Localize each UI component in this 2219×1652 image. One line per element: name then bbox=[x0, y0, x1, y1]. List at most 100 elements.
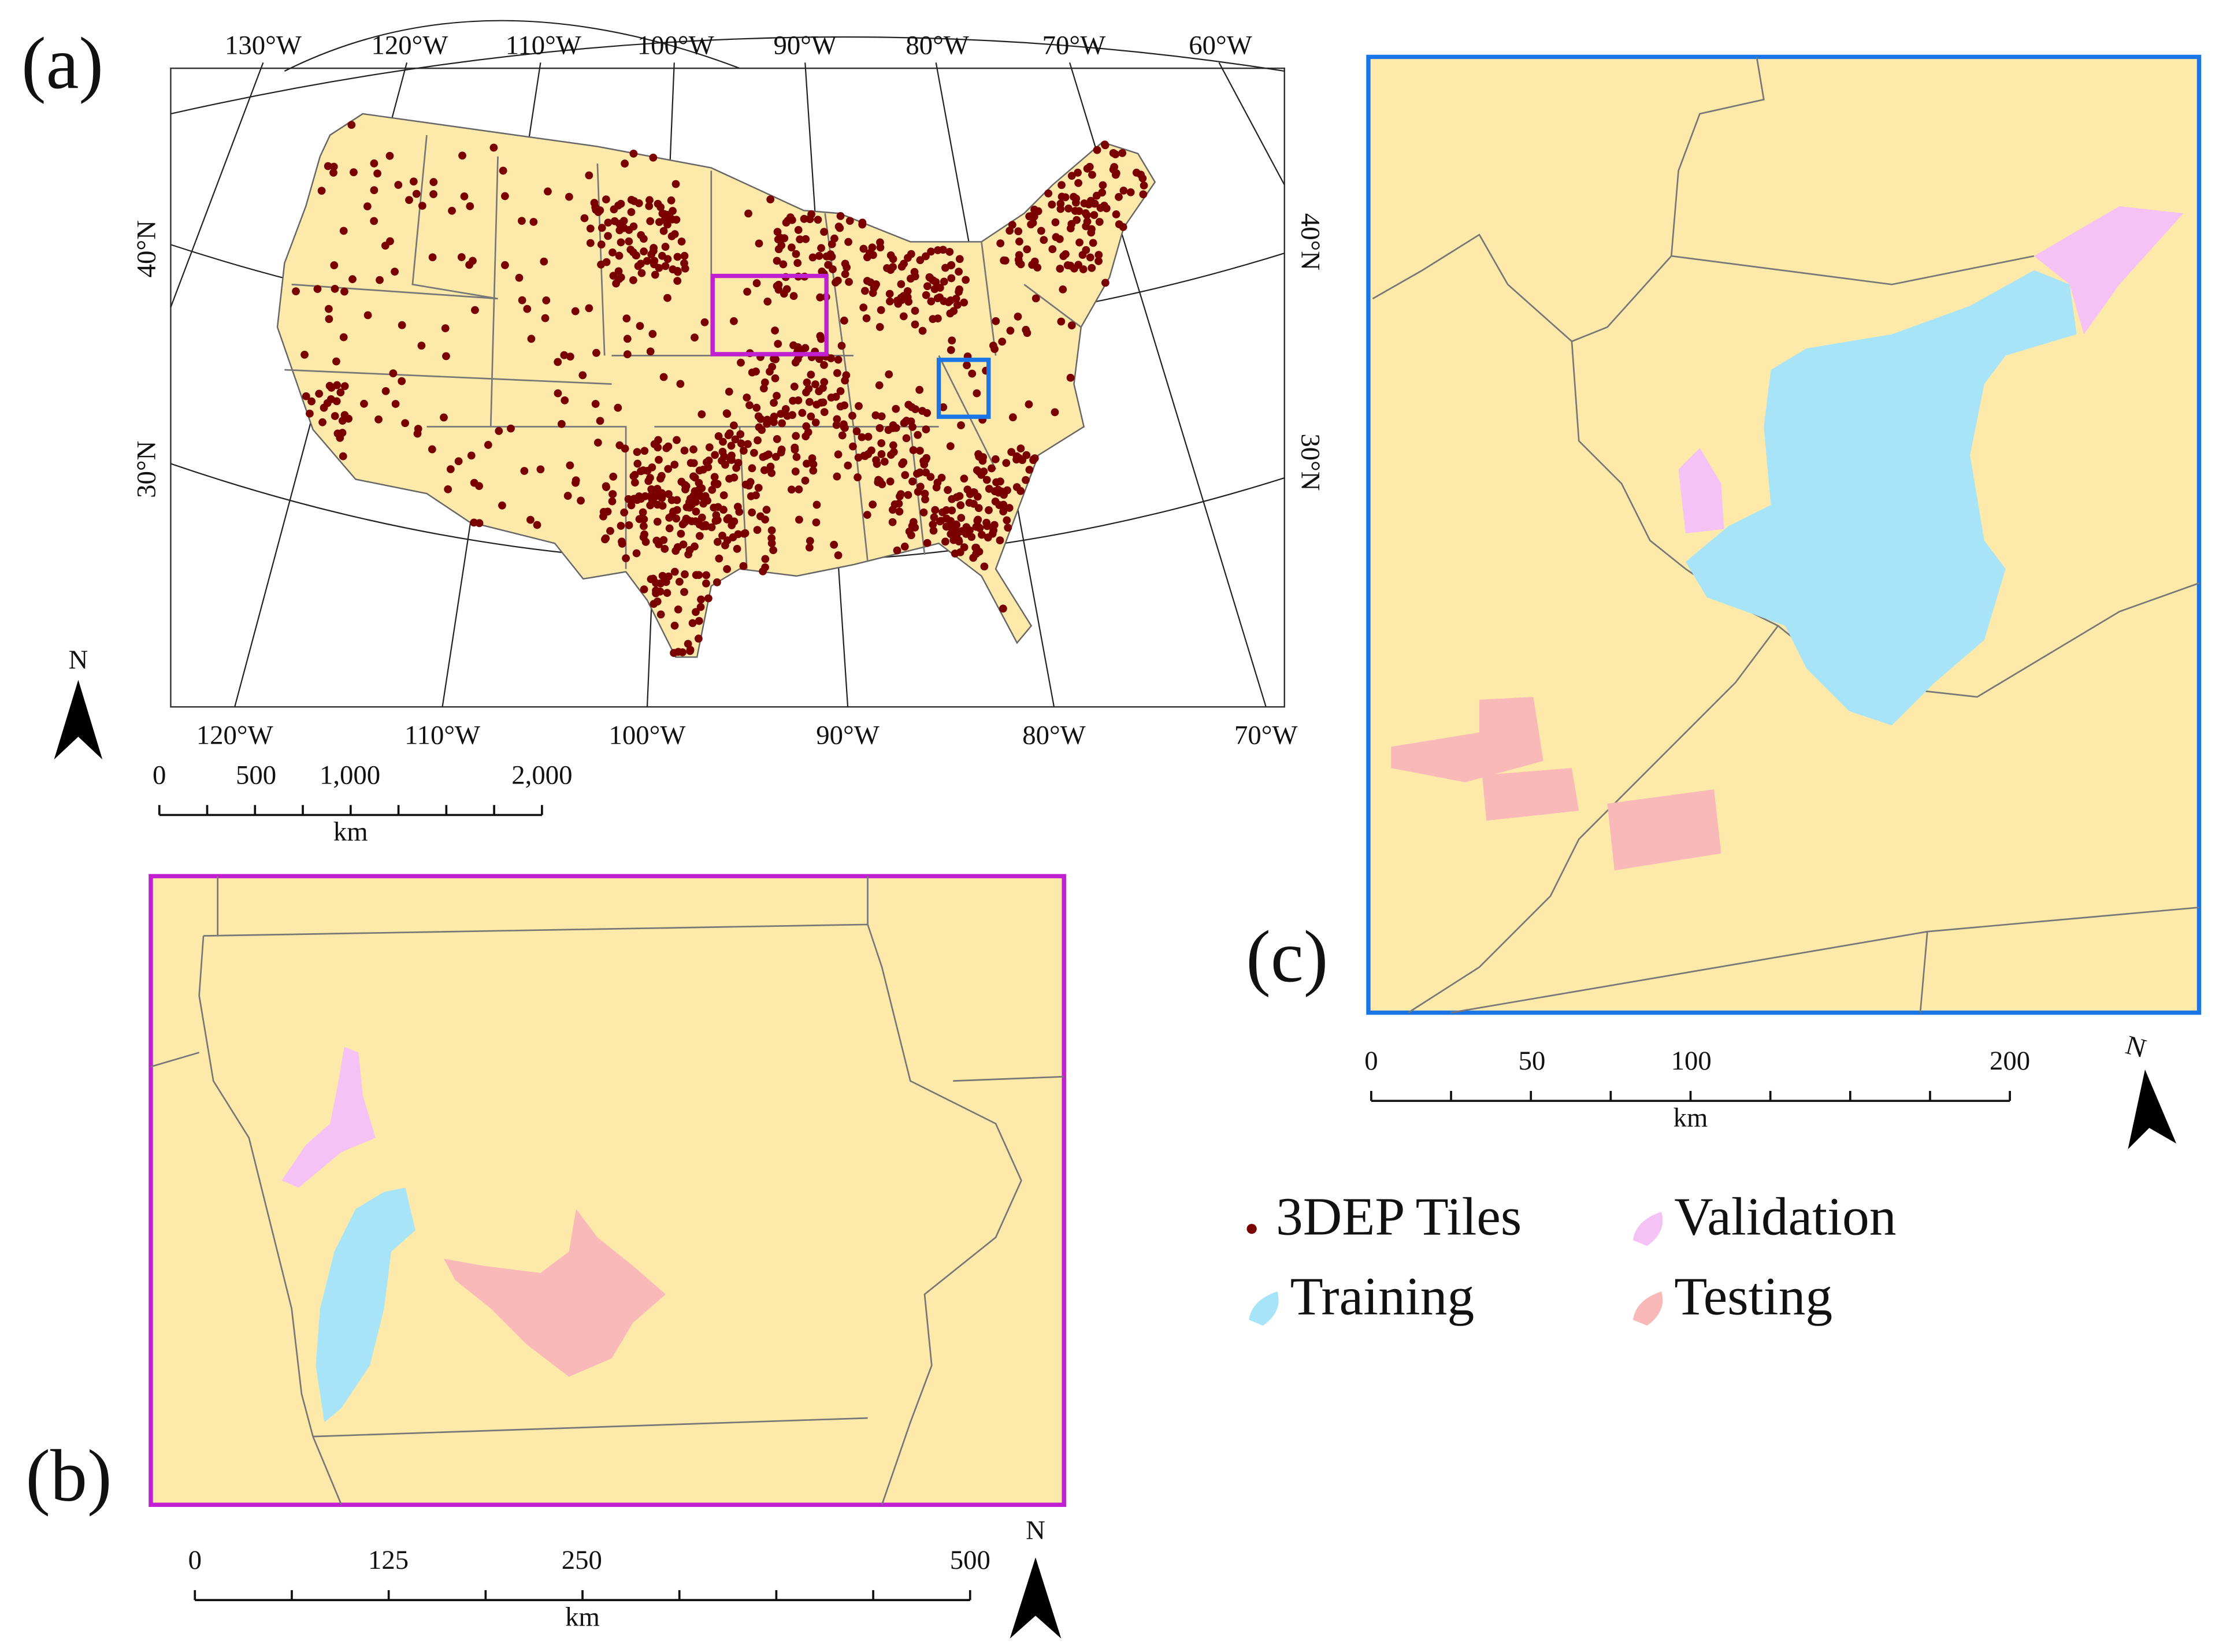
tile-point bbox=[991, 455, 1000, 463]
tile-point bbox=[329, 168, 337, 177]
tile-point bbox=[347, 121, 356, 129]
tile-point bbox=[1002, 459, 1011, 467]
tile-point bbox=[897, 280, 906, 288]
tile-point bbox=[855, 402, 863, 410]
tile-point bbox=[1101, 279, 1110, 287]
tile-point bbox=[1094, 257, 1103, 265]
tile-point bbox=[1115, 220, 1123, 229]
tile-point bbox=[945, 522, 953, 531]
tile-point bbox=[467, 451, 476, 460]
tile-point bbox=[790, 383, 799, 391]
tile-point bbox=[1008, 413, 1017, 422]
tile-point bbox=[577, 496, 585, 505]
tile-point bbox=[674, 648, 682, 656]
north-arrow bbox=[2128, 1070, 2177, 1149]
tile-point bbox=[873, 460, 881, 468]
tile-point bbox=[654, 436, 662, 444]
tile-point bbox=[988, 464, 996, 473]
tile-point bbox=[649, 153, 658, 162]
longitude-label: 80°W bbox=[1022, 720, 1086, 750]
tile-point bbox=[604, 232, 612, 240]
tile-point bbox=[1109, 149, 1118, 157]
lon-line bbox=[170, 62, 264, 308]
tile-point bbox=[1138, 174, 1147, 183]
tile-point bbox=[691, 473, 699, 482]
tile-point bbox=[457, 253, 466, 261]
tile-point bbox=[699, 522, 707, 530]
tile-point bbox=[841, 270, 849, 279]
tile-point bbox=[686, 647, 695, 655]
tile-point bbox=[300, 350, 309, 359]
tile-point bbox=[670, 567, 679, 576]
tile-point bbox=[806, 537, 814, 545]
tile-point bbox=[745, 401, 754, 410]
tile-point bbox=[663, 294, 671, 302]
tile-point bbox=[608, 490, 617, 499]
tile-point bbox=[869, 500, 877, 508]
tile-point bbox=[1061, 193, 1070, 202]
tile-point bbox=[541, 314, 550, 322]
tile-point bbox=[338, 417, 347, 425]
tile-point bbox=[665, 490, 673, 499]
tile-point bbox=[754, 436, 762, 444]
tile-point bbox=[999, 507, 1008, 516]
tile-point bbox=[766, 195, 775, 203]
tile-point bbox=[774, 340, 782, 348]
longitude-label: 110°W bbox=[506, 31, 582, 61]
tile-point bbox=[804, 428, 812, 436]
tile-point bbox=[641, 492, 650, 500]
tile-point bbox=[471, 306, 479, 314]
tile-point bbox=[761, 555, 770, 563]
tile-point bbox=[807, 370, 815, 379]
tile-point bbox=[641, 537, 650, 546]
tile-point bbox=[653, 597, 662, 606]
tile-point bbox=[500, 261, 509, 269]
tile-point bbox=[792, 250, 800, 258]
tile-point bbox=[755, 239, 763, 248]
tile-point bbox=[982, 476, 991, 484]
tile-point bbox=[719, 491, 728, 499]
tile-point bbox=[566, 352, 574, 361]
tile-point bbox=[663, 255, 672, 263]
tile-point bbox=[723, 565, 732, 573]
tile-point bbox=[444, 485, 452, 493]
tile-point bbox=[676, 577, 684, 586]
tile-point bbox=[771, 452, 780, 461]
tile-point bbox=[815, 355, 823, 363]
tile-point bbox=[1089, 239, 1097, 247]
tile-point bbox=[960, 474, 969, 483]
north-label: N bbox=[1026, 1515, 1045, 1545]
tile-point bbox=[997, 487, 1006, 496]
tile-point bbox=[748, 464, 756, 473]
tile-point bbox=[1100, 140, 1109, 149]
tile-point bbox=[557, 420, 566, 428]
tile-point bbox=[903, 287, 912, 295]
tile-point bbox=[710, 480, 719, 488]
tile-point bbox=[892, 424, 900, 432]
tile-point bbox=[948, 336, 956, 345]
tile-point bbox=[836, 212, 845, 220]
tile-point bbox=[626, 246, 635, 254]
tile-point bbox=[756, 415, 765, 424]
tile-point bbox=[936, 517, 944, 526]
lat-line bbox=[170, 36, 1285, 114]
tile-point bbox=[695, 485, 703, 494]
tile-point bbox=[1056, 265, 1064, 273]
tile-point bbox=[617, 238, 625, 247]
tile-point bbox=[609, 472, 618, 481]
north-arrow bbox=[54, 680, 103, 760]
tile-point bbox=[633, 459, 642, 468]
tile-point bbox=[918, 407, 926, 415]
tile-point bbox=[1111, 170, 1120, 179]
tile-point bbox=[887, 451, 895, 459]
scale-label: 50 bbox=[1519, 1046, 1546, 1076]
tile-point bbox=[339, 227, 348, 235]
tile-point bbox=[391, 400, 400, 408]
tile-point bbox=[1005, 227, 1014, 235]
tile-point bbox=[833, 369, 841, 377]
tile-point bbox=[660, 544, 669, 553]
tile-point bbox=[692, 608, 700, 617]
inset-c-box bbox=[936, 358, 991, 419]
tile-point bbox=[446, 465, 455, 473]
tile-point bbox=[970, 488, 978, 496]
